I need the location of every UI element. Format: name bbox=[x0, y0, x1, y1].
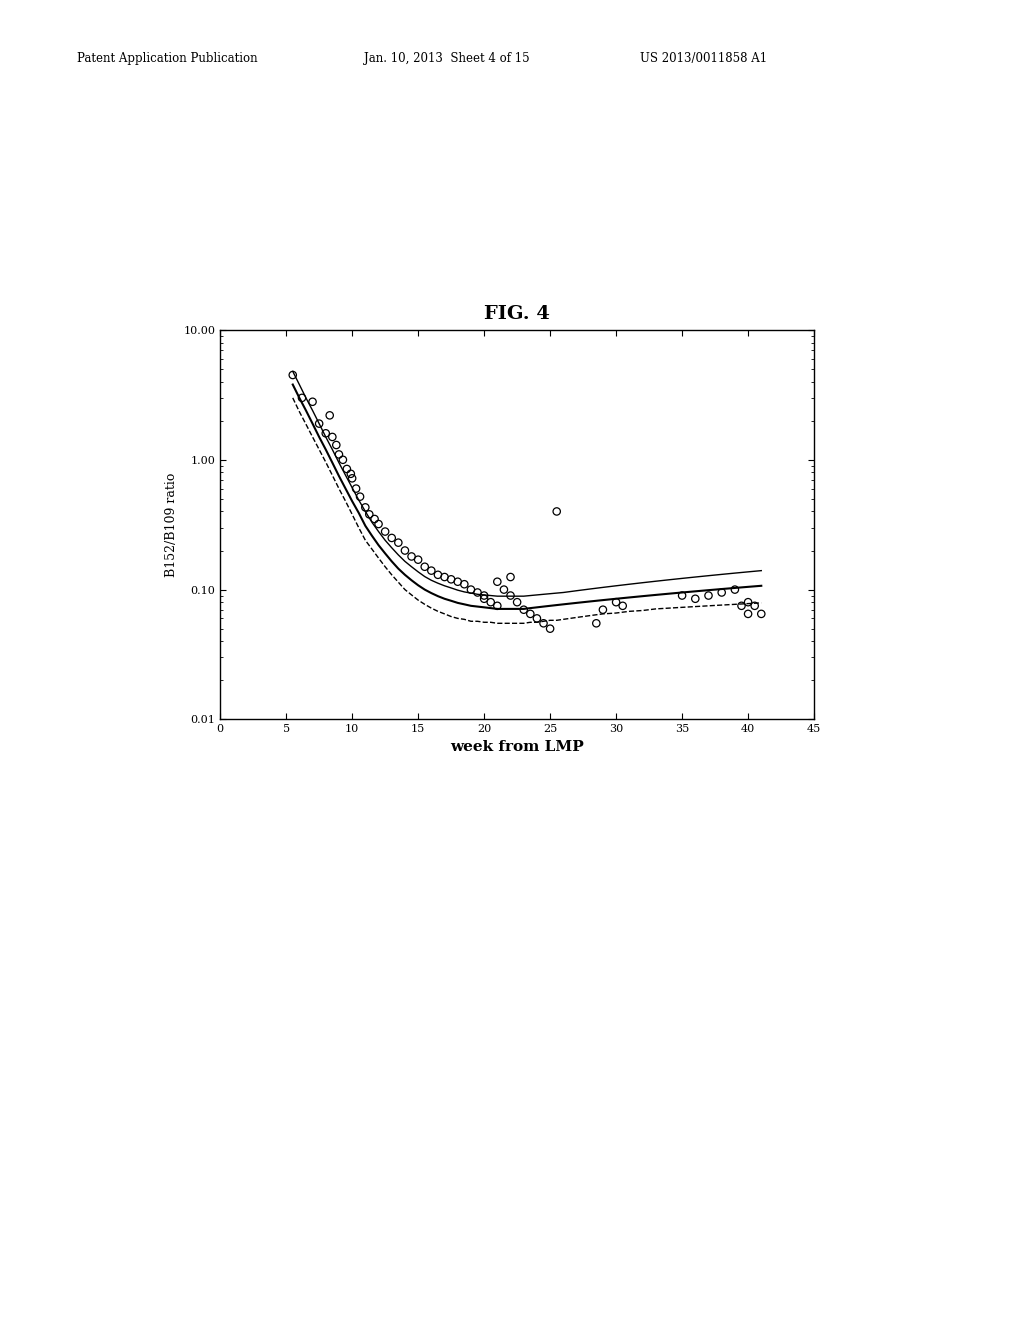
Point bbox=[417, 556, 433, 577]
Point bbox=[469, 582, 485, 603]
Point bbox=[476, 585, 493, 606]
Point bbox=[396, 540, 413, 561]
Point bbox=[343, 463, 359, 484]
Point bbox=[436, 566, 453, 587]
Point bbox=[588, 612, 604, 634]
Point bbox=[489, 572, 506, 593]
Point bbox=[614, 595, 631, 616]
Point bbox=[328, 434, 344, 455]
Point bbox=[489, 595, 506, 616]
Point bbox=[503, 566, 519, 587]
Point bbox=[423, 560, 439, 581]
Point bbox=[733, 595, 750, 616]
Point bbox=[339, 458, 355, 479]
Point bbox=[536, 612, 552, 634]
Point bbox=[304, 391, 321, 412]
Point bbox=[357, 496, 374, 517]
Point bbox=[443, 569, 460, 590]
Point bbox=[377, 521, 393, 543]
Point bbox=[549, 500, 565, 521]
Point bbox=[456, 574, 472, 595]
Point bbox=[700, 585, 717, 606]
Point bbox=[317, 422, 334, 444]
Point bbox=[528, 607, 545, 628]
Point bbox=[361, 504, 378, 525]
Point bbox=[325, 426, 341, 447]
Point bbox=[322, 405, 338, 426]
Point bbox=[335, 449, 351, 470]
Point bbox=[371, 513, 387, 535]
Point bbox=[608, 591, 625, 612]
Point bbox=[311, 413, 328, 434]
Point bbox=[509, 591, 525, 612]
Y-axis label: B152/B109 ratio: B152/B109 ratio bbox=[165, 473, 178, 577]
Point bbox=[403, 546, 420, 568]
Point bbox=[352, 486, 369, 507]
Point bbox=[740, 603, 757, 624]
Point bbox=[384, 528, 400, 549]
Point bbox=[727, 579, 743, 601]
Text: US 2013/0011858 A1: US 2013/0011858 A1 bbox=[640, 51, 767, 65]
Point bbox=[476, 589, 493, 610]
Point bbox=[482, 591, 499, 612]
Point bbox=[714, 582, 730, 603]
Point bbox=[687, 589, 703, 610]
Point bbox=[294, 387, 310, 408]
Point bbox=[740, 591, 757, 612]
Point bbox=[348, 478, 365, 499]
Point bbox=[753, 603, 769, 624]
Point bbox=[746, 595, 763, 616]
Text: Patent Application Publication: Patent Application Publication bbox=[77, 51, 257, 65]
Point bbox=[344, 467, 360, 488]
Point bbox=[522, 603, 539, 624]
Point bbox=[674, 585, 690, 606]
Text: Jan. 10, 2013  Sheet 4 of 15: Jan. 10, 2013 Sheet 4 of 15 bbox=[364, 51, 529, 65]
Point bbox=[367, 508, 383, 529]
Point bbox=[430, 564, 446, 585]
Point bbox=[496, 579, 512, 601]
Point bbox=[285, 364, 301, 385]
Point bbox=[515, 599, 531, 620]
Point bbox=[410, 549, 426, 570]
Point bbox=[595, 599, 611, 620]
Point bbox=[503, 585, 519, 606]
Point bbox=[542, 618, 558, 639]
Point bbox=[463, 579, 479, 601]
X-axis label: week from LMP: week from LMP bbox=[451, 739, 584, 754]
Title: FIG. 4: FIG. 4 bbox=[484, 305, 550, 323]
Point bbox=[390, 532, 407, 553]
Point bbox=[450, 572, 466, 593]
Point bbox=[331, 444, 347, 465]
